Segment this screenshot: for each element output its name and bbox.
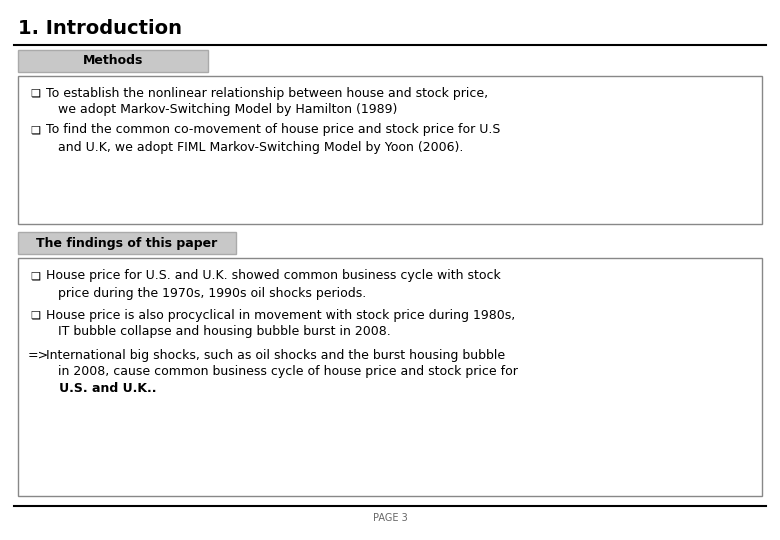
Text: To find the common co-movement of house price and stock price for U.S: To find the common co-movement of house …: [46, 124, 501, 137]
FancyBboxPatch shape: [18, 76, 762, 224]
Text: IT bubble collapse and housing bubble burst in 2008.: IT bubble collapse and housing bubble bu…: [46, 326, 391, 339]
Text: The findings of this paper: The findings of this paper: [37, 237, 218, 249]
Text: 1. Introduction: 1. Introduction: [18, 18, 182, 37]
Text: House price is also procyclical in movement with stock price during 1980s,: House price is also procyclical in movem…: [46, 308, 516, 321]
Text: ❏: ❏: [30, 271, 40, 281]
Text: ❏: ❏: [30, 310, 40, 320]
Text: International big shocks, such as oil shocks and the burst housing bubble: International big shocks, such as oil sh…: [46, 348, 505, 361]
FancyBboxPatch shape: [18, 258, 762, 496]
Text: price during the 1970s, 1990s oil shocks periods.: price during the 1970s, 1990s oil shocks…: [46, 287, 367, 300]
Text: ❏: ❏: [30, 88, 40, 98]
Text: To establish the nonlinear relationship between house and stock price,: To establish the nonlinear relationship …: [46, 86, 488, 99]
FancyBboxPatch shape: [18, 50, 208, 72]
Text: in 2008, cause common business cycle of house price and stock price for: in 2008, cause common business cycle of …: [46, 366, 518, 379]
Text: PAGE 3: PAGE 3: [373, 513, 407, 523]
FancyBboxPatch shape: [18, 232, 236, 254]
Text: we adopt Markov-Switching Model by Hamilton (1989): we adopt Markov-Switching Model by Hamil…: [46, 104, 397, 117]
Text: ❏: ❏: [30, 125, 40, 135]
Text: House price for U.S. and U.K. showed common business cycle with stock: House price for U.S. and U.K. showed com…: [46, 269, 501, 282]
Text: U.S. and U.K..: U.S. and U.K..: [46, 382, 157, 395]
Text: =>: =>: [28, 348, 49, 361]
Text: Methods: Methods: [83, 55, 144, 68]
Text: and U.K, we adopt FIML Markov-Switching Model by Yoon (2006).: and U.K, we adopt FIML Markov-Switching …: [46, 140, 463, 153]
